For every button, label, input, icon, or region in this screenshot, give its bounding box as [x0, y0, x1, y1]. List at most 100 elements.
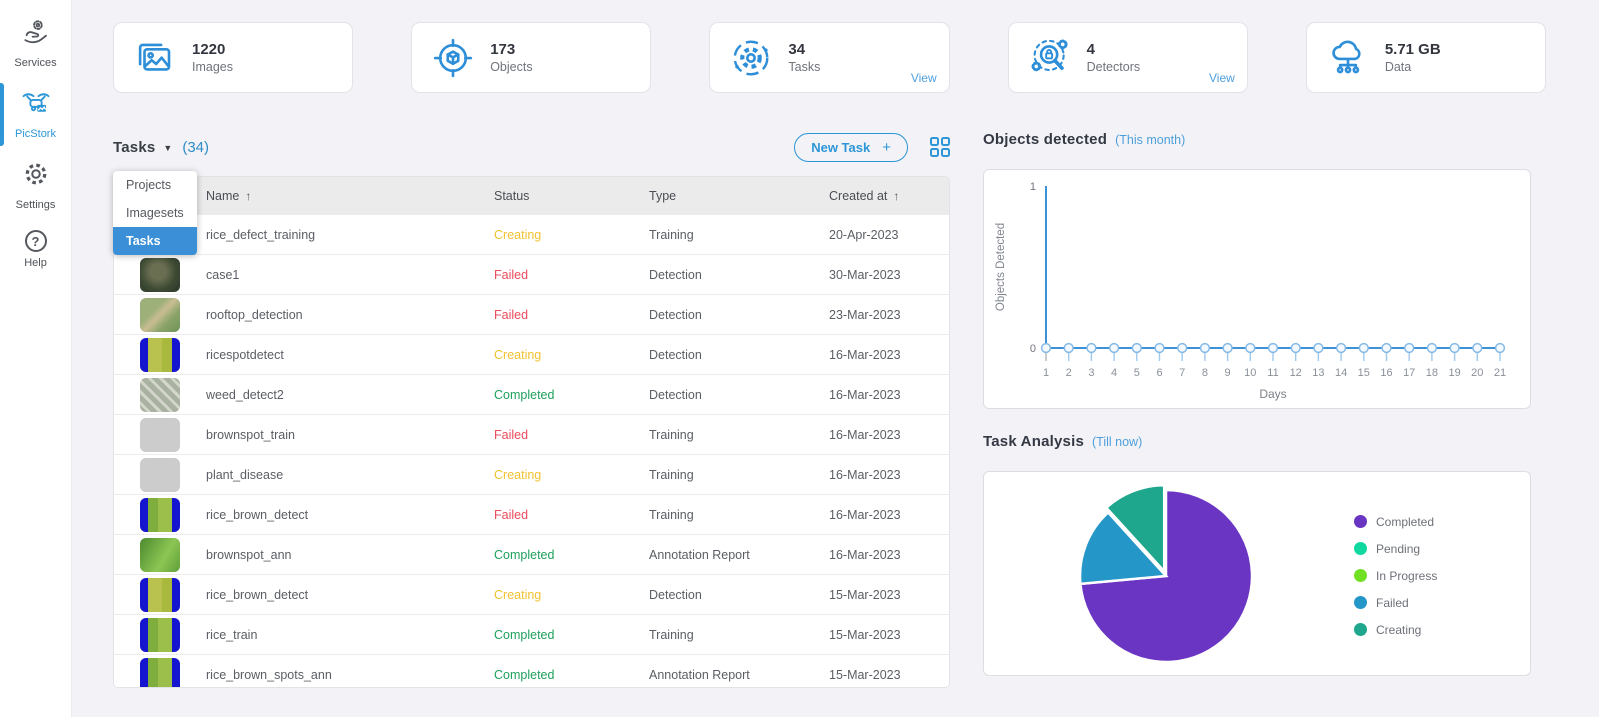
svg-text:18: 18 — [1426, 367, 1438, 379]
task-name: brownspot_train — [206, 427, 295, 442]
legend-label: In Progress — [1376, 568, 1438, 583]
gear-icon — [21, 159, 51, 194]
grid-view-icon[interactable] — [930, 137, 950, 157]
stat-value: 173 — [490, 41, 516, 59]
svg-text:20: 20 — [1471, 367, 1483, 379]
svg-text:11: 11 — [1267, 367, 1278, 379]
dropdown-item-tasks[interactable]: Tasks — [113, 227, 197, 255]
task-name: rice_brown_detect — [206, 507, 309, 522]
sidebar-item-picstork[interactable]: PicStork — [0, 79, 71, 150]
stat-label: Data — [1384, 59, 1412, 74]
stat-value: 34 — [788, 41, 806, 59]
column-header-type[interactable]: Type — [649, 189, 677, 203]
dropdown-item-projects[interactable]: Projects — [126, 178, 172, 192]
entity-selector[interactable]: Tasks — [113, 138, 156, 156]
task-analysis-pie: Completed Pending In Progress Failed Creatin… — [983, 471, 1531, 676]
status-badge: Failed — [494, 267, 529, 282]
task-created-at: 15-Mar-2023 — [829, 587, 901, 602]
legend-label: Pending — [1376, 541, 1421, 556]
detectors-icon — [1029, 37, 1071, 79]
pie-legend: Completed Pending In Progress Failed Creatin… — [1354, 508, 1437, 643]
sort-asc-icon: ↑ — [245, 189, 252, 203]
sidebar-item-help[interactable]: ? Help — [0, 221, 71, 279]
status-badge: Creating — [494, 467, 542, 482]
sidebar-item-services[interactable]: Services — [0, 8, 71, 79]
task-thumbnail — [140, 257, 180, 292]
column-header-created[interactable]: Created at ↑ — [829, 189, 900, 203]
new-task-button[interactable]: New Task + — [794, 132, 908, 162]
task-analysis-subtitle: (Till now) — [1092, 435, 1143, 449]
objects-detected-title: Objects detected — [983, 131, 1108, 148]
task-type: Detection — [649, 267, 702, 282]
status-badge: Creating — [494, 227, 542, 242]
svg-text:19: 19 — [1448, 367, 1460, 379]
status-badge: Creating — [494, 587, 542, 602]
tasks-icon — [730, 37, 772, 79]
sidebar-item-label: Services — [14, 57, 57, 69]
task-created-at: 16-Mar-2023 — [829, 547, 901, 562]
legend-item-failed: Failed — [1354, 589, 1437, 616]
stat-value: 5.71 GB — [1384, 41, 1441, 59]
stats-row: 1220 Images 173 Objects — [113, 22, 1547, 93]
table-row[interactable]: rice_train Completed Training 15-Mar-2023 — [114, 615, 949, 655]
data-cloud-icon — [1327, 37, 1369, 79]
plus-icon: + — [882, 138, 891, 156]
table-row[interactable]: brownspot_ann Completed Annotation Report 1… — [114, 535, 949, 575]
task-type: Annotation Report — [649, 547, 750, 562]
help-icon: ? — [24, 230, 47, 252]
task-thumbnail — [140, 617, 180, 652]
svg-text:8: 8 — [1202, 367, 1208, 379]
task-type: Training — [649, 467, 694, 482]
table-row[interactable]: brownspot_train Failed Training 16-Mar-2023 — [114, 415, 949, 455]
stat-value: 4 — [1086, 41, 1095, 59]
task-name: plant_disease — [206, 467, 284, 482]
drone-icon — [20, 88, 52, 123]
table-row[interactable]: rooftop_detection Failed Detection 23-Mar-2… — [114, 295, 949, 335]
task-created-at: 23-Mar-2023 — [829, 307, 901, 322]
task-type: Training — [649, 507, 694, 522]
dropdown-item-imagesets[interactable]: Imagesets — [126, 206, 184, 220]
task-name: rooftop_detection — [206, 307, 303, 322]
task-thumbnail — [140, 337, 180, 372]
column-header-status[interactable]: Status — [494, 189, 530, 203]
table-row[interactable]: case1 Failed Detection 30-Mar-2023 — [114, 255, 949, 295]
task-created-at: 20-Apr-2023 — [829, 227, 899, 242]
task-name: rice_brown_detect — [206, 587, 309, 602]
table-row[interactable]: weed_detect2 Completed Detection 16-Mar-202… — [114, 375, 949, 415]
table-row[interactable]: rice_brown_spots_ann Completed Annotation … — [114, 655, 949, 687]
task-type: Training — [649, 627, 694, 642]
svg-text:14: 14 — [1335, 367, 1347, 379]
task-thumbnail — [140, 537, 180, 572]
task-created-at: 30-Mar-2023 — [829, 267, 901, 282]
task-type: Training — [649, 227, 694, 242]
task-type: Detection — [649, 587, 702, 602]
chevron-down-icon[interactable]: ▼ — [163, 143, 173, 153]
task-name: rice_train — [206, 627, 258, 642]
task-thumbnail — [140, 417, 180, 452]
tasks-panel: Tasks ▼ (34) New Task + Projects Imageset… — [113, 131, 950, 688]
sidebar-item-label: Settings — [15, 199, 56, 211]
sidebar-item-label: Help — [24, 257, 47, 269]
table-row[interactable]: rice_defect_training Creating Training 20-A… — [114, 215, 949, 255]
sidebar-item-settings[interactable]: Settings — [0, 150, 71, 221]
table-row[interactable]: ricespotdetect Creating Detection 16-Mar-20… — [114, 335, 949, 375]
svg-text:13: 13 — [1312, 367, 1324, 379]
view-tasks-link[interactable]: View — [910, 71, 937, 85]
task-thumbnail — [140, 377, 180, 412]
table-header-row: Name ↑ Status Type Created at ↑ — [114, 177, 949, 215]
task-name: rice_brown_spots_ann — [206, 667, 332, 682]
view-detectors-link[interactable]: View — [1209, 71, 1235, 85]
task-name: brownspot_ann — [206, 547, 292, 562]
table-row[interactable]: rice_brown_detect Failed Training 16-Mar-20… — [114, 495, 949, 535]
stat-card-data: 5.71 GB Data — [1305, 22, 1547, 93]
svg-text:21: 21 — [1494, 367, 1506, 379]
svg-text:10: 10 — [1244, 367, 1256, 379]
sidebar: Services PicStork — [0, 0, 72, 717]
task-created-at: 16-Mar-2023 — [829, 427, 901, 442]
task-thumbnail — [140, 457, 180, 492]
column-header-name[interactable]: Name ↑ — [206, 189, 252, 203]
table-row[interactable]: plant_disease Creating Training 16-Mar-2023 — [114, 455, 949, 495]
sort-asc-icon: ↑ — [893, 189, 900, 203]
sidebar-item-label: PicStork — [15, 128, 56, 140]
table-row[interactable]: rice_brown_detect Creating Detection 15-Mar… — [114, 575, 949, 615]
